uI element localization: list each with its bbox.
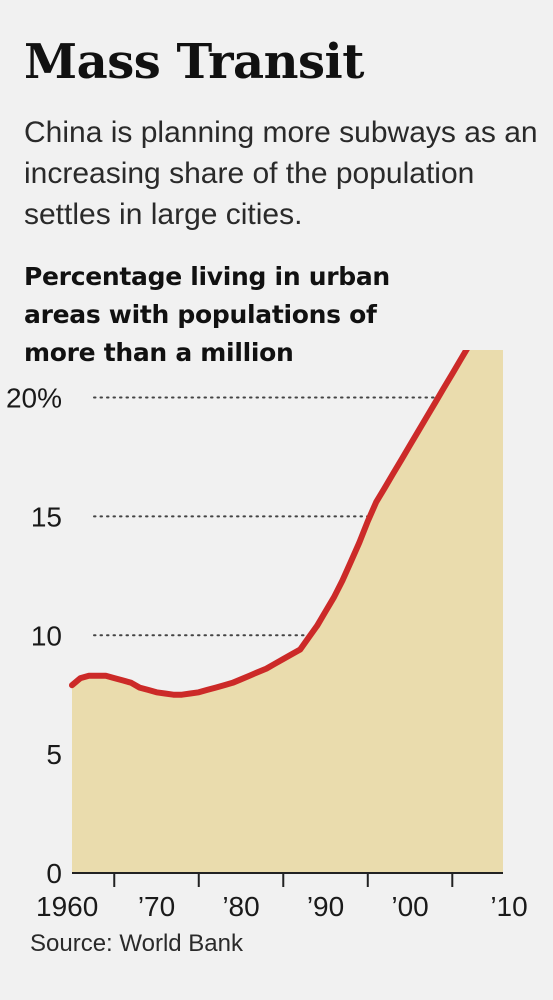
chart-value-label: Percentage living in urban areas with po… bbox=[24, 262, 390, 367]
y-tick-label: 0 bbox=[46, 858, 62, 889]
x-tick-label: ’90 bbox=[307, 891, 344, 922]
x-axis bbox=[72, 872, 503, 887]
area-chart: 0 5 10 15 20% 1960 ’70 ’80 ’90 ’00 ’10 bbox=[6, 350, 528, 922]
source-note: Source: World Bank bbox=[30, 930, 243, 957]
x-tick-label: ’00 bbox=[391, 891, 428, 922]
series-line bbox=[69, 350, 470, 698]
chart-subtitle: China is planning more subways as an inc… bbox=[24, 116, 538, 231]
chart-title: Mass Transit bbox=[24, 34, 364, 90]
y-tick-label: 15 bbox=[31, 501, 62, 532]
x-tick-label: ’80 bbox=[222, 891, 259, 922]
y-tick-label: 5 bbox=[46, 739, 62, 770]
tick-labels: 0 5 10 15 20% 1960 ’70 ’80 ’90 ’00 ’10 bbox=[6, 383, 528, 922]
area-fill bbox=[72, 350, 503, 873]
x-tick-label: 1960 bbox=[36, 891, 98, 922]
x-tick-label: ’10 bbox=[490, 891, 527, 922]
plot-area bbox=[69, 350, 503, 873]
y-tick-label: 10 bbox=[31, 620, 62, 651]
y-tick-label: 20% bbox=[6, 383, 62, 414]
x-tick-label: ’70 bbox=[138, 891, 175, 922]
